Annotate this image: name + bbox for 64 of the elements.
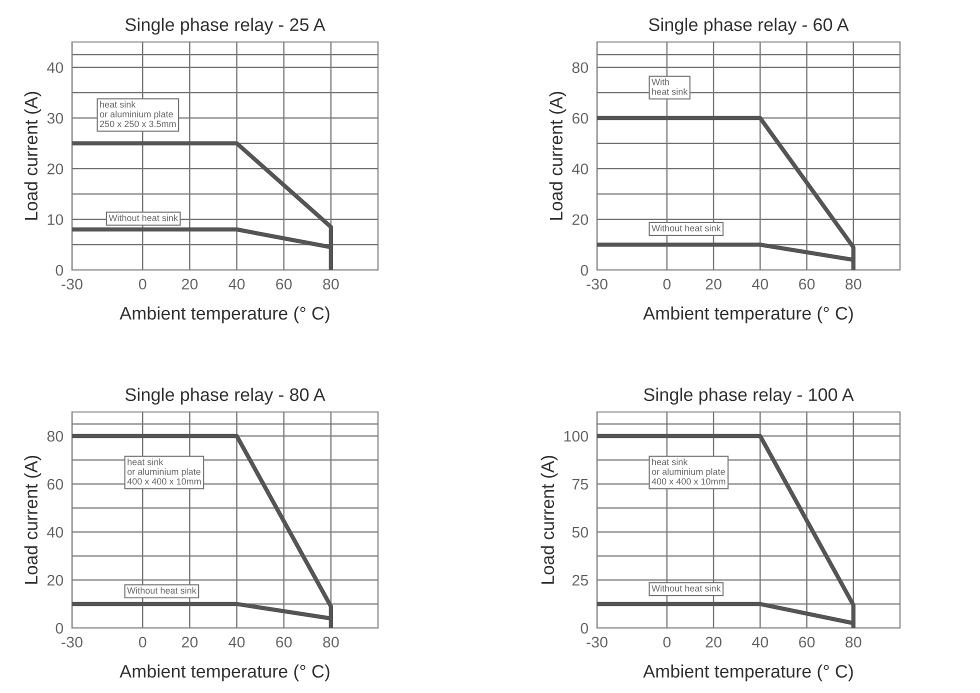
annotation: Without heat sink [652, 584, 721, 592]
x-tick-label: 0 [138, 636, 146, 648]
chart-title: Single phase relay - 80 A [125, 388, 326, 405]
x-tick-label: -30 [62, 636, 82, 648]
x-tick-label: 80 [846, 278, 862, 290]
x-tick-label: 60 [799, 278, 815, 290]
y-tick-label: 20 [47, 574, 64, 586]
x-tick-label: 40 [752, 278, 768, 290]
x-tick-label: -30 [586, 278, 608, 290]
y-tick-label: 50 [572, 526, 588, 538]
y-tick-label: 40 [47, 62, 64, 74]
y-tick-label: 75 [572, 479, 588, 490]
y-tick-label: 0 [56, 622, 64, 634]
y-axis-title: Load current (A) [24, 92, 42, 220]
x-tick-label: 60 [276, 636, 292, 648]
y-tick-label: 80 [47, 430, 64, 442]
chart-title: Single phase relay - 60 A [648, 18, 849, 35]
y-tick-label: 20 [47, 164, 64, 174]
x-tick-label: 20 [182, 636, 198, 648]
annotation: Without heat sink [108, 214, 178, 222]
x-tick-label: 0 [663, 636, 671, 648]
y-tick-label: 0 [56, 264, 64, 276]
x-tick-label: 80 [323, 278, 339, 290]
x-axis-title: Ambient temperature (° C) [120, 306, 330, 324]
x-tick-label: 40 [228, 636, 245, 648]
x-tick-label: 60 [276, 278, 292, 290]
x-tick-label: -30 [586, 636, 608, 648]
y-tick-label: 20 [572, 214, 588, 226]
annotation: Without heat sink [127, 587, 196, 594]
y-tick-label: 25 [572, 574, 588, 586]
y-tick-label: 40 [572, 164, 588, 174]
y-tick-label: 100 [564, 430, 588, 442]
annotation: Without heat sink [652, 224, 721, 232]
chart-title: Single phase relay - 25 A [125, 18, 326, 35]
x-tick-label: 20 [182, 278, 198, 290]
x-tick-label: 80 [323, 636, 339, 648]
x-axis-title: Ambient temperature (° C) [120, 664, 330, 682]
y-tick-label: 40 [47, 526, 64, 538]
chart-title: Single phase relay - 100 A [644, 388, 854, 405]
x-tick-label: 40 [752, 636, 768, 648]
x-tick-label: 80 [846, 636, 862, 648]
x-tick-label: 0 [138, 278, 146, 290]
annotation: heat sink or aluminium plate 400 x 400 x 10mm [127, 458, 201, 485]
y-tick-label: 60 [47, 478, 64, 490]
x-tick-label: 60 [799, 636, 815, 648]
x-tick-label: 20 [706, 636, 722, 648]
y-axis-title: Load current (A) [24, 456, 42, 584]
x-tick-label: 20 [706, 278, 722, 290]
x-axis-title: Ambient temperature (° C) [643, 664, 853, 682]
x-axis-title: Ambient temperature (° C) [643, 306, 853, 324]
annotation: heat sink or aluminium plate 250 x 250 x 3.5mm [100, 101, 176, 128]
y-tick-label: 60 [572, 112, 588, 124]
x-tick-label: -30 [62, 278, 82, 290]
y-tick-label: 0 [580, 264, 588, 276]
x-tick-label: 40 [228, 278, 245, 290]
y-axis-title: Load current (A) [540, 456, 558, 584]
y-tick-label: 0 [580, 622, 588, 634]
y-tick-label: 80 [572, 62, 588, 74]
x-tick-label: 0 [663, 278, 671, 290]
y-tick-label: 30 [47, 112, 64, 124]
annotation: With heat sink [652, 78, 688, 95]
annotation: heat sink or aluminium plate 400 x 400 x 10mm [652, 458, 726, 485]
y-axis-title: Load current (A) [549, 92, 566, 220]
y-tick-label: 10 [48, 214, 64, 226]
